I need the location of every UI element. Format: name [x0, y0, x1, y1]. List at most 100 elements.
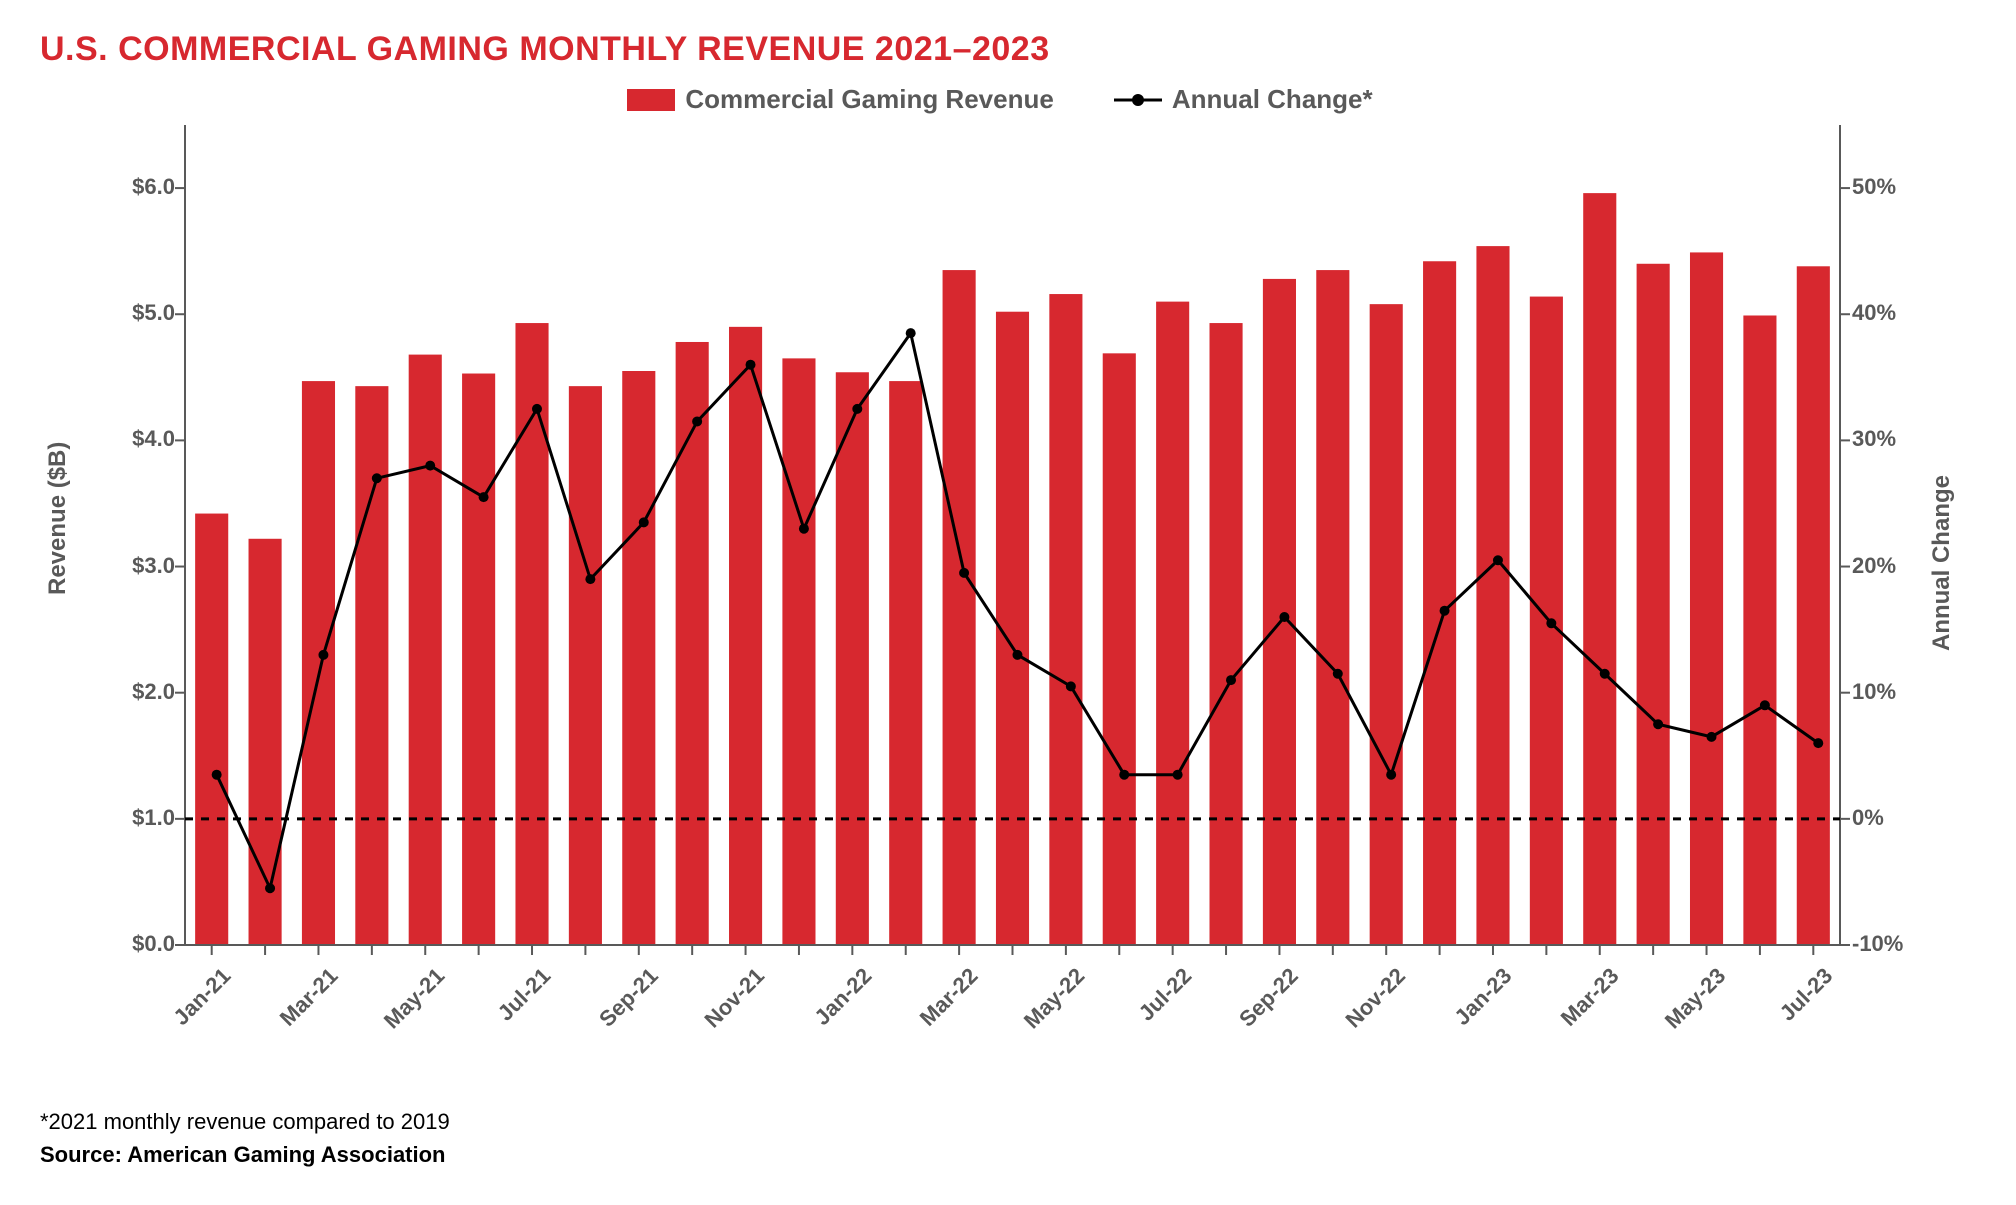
footnote-text: *2021 monthly revenue compared to 2019	[40, 1105, 1960, 1138]
bar	[1476, 246, 1509, 945]
source-line: Source: American Gaming Association	[40, 1138, 1960, 1171]
line-marker	[212, 770, 222, 780]
line-marker	[1386, 770, 1396, 780]
bar	[889, 381, 922, 945]
bar	[1690, 252, 1723, 945]
bar	[1210, 323, 1243, 945]
line-marker	[425, 461, 435, 471]
line-marker	[1600, 669, 1610, 679]
line-marker	[906, 328, 916, 338]
y-left-tick-label: $3.0	[132, 553, 175, 579]
line-marker	[799, 524, 809, 534]
line-marker	[1173, 770, 1183, 780]
source-label: Source:	[40, 1142, 127, 1167]
line-marker	[959, 568, 969, 578]
chart-container: U.S. COMMERCIAL GAMING MONTHLY REVENUE 2…	[40, 30, 1960, 1171]
y-right-axis-label: Annual Change	[1928, 475, 1956, 651]
line-marker	[318, 650, 328, 660]
x-tick-label: Jul-23	[1774, 963, 1837, 1026]
y-left-tick-label: $2.0	[132, 679, 175, 705]
legend-bar-label: Commercial Gaming Revenue	[685, 84, 1053, 115]
line-swatch	[1114, 89, 1162, 111]
y-left-tick-label: $4.0	[132, 426, 175, 452]
x-axis-labels: Jan-21Mar-21May-21Jul-21Sep-21Nov-21Jan-…	[185, 945, 1840, 1095]
y-right-tick-label: 50%	[1852, 174, 1896, 200]
source-text: American Gaming Association	[127, 1142, 445, 1167]
y-left-tick-label: $6.0	[132, 174, 175, 200]
bar	[836, 372, 869, 945]
x-tick-label: May-22	[1019, 963, 1090, 1034]
y-right-tick-label: 30%	[1852, 426, 1896, 452]
y-left-axis-label: Revenue ($B)	[44, 442, 72, 595]
plot-svg	[185, 125, 1840, 945]
bar	[1797, 266, 1830, 945]
line-marker	[852, 404, 862, 414]
line-marker	[1012, 650, 1022, 660]
footnotes: *2021 monthly revenue compared to 2019 S…	[40, 1105, 1960, 1171]
line-marker	[1707, 732, 1717, 742]
bar	[622, 371, 655, 945]
legend: Commercial Gaming Revenue Annual Change*	[40, 84, 1960, 115]
y-right-tick-label: 20%	[1852, 553, 1896, 579]
y-right-tick-label: 40%	[1852, 300, 1896, 326]
line-marker	[1279, 612, 1289, 622]
line-marker	[1333, 669, 1343, 679]
x-tick-label: Sep-22	[1234, 963, 1303, 1032]
legend-line-label: Annual Change*	[1172, 84, 1373, 115]
bar	[1370, 304, 1403, 945]
line-marker	[265, 883, 275, 893]
line-marker	[1226, 675, 1236, 685]
x-tick-label: Nov-22	[1340, 963, 1410, 1033]
line-marker	[372, 473, 382, 483]
line-marker	[585, 574, 595, 584]
plot-wrap: Revenue ($B) Annual Change $0.0$1.0$2.0$…	[40, 125, 1960, 945]
line-marker	[746, 360, 756, 370]
bar	[1583, 193, 1616, 945]
line-marker	[1440, 606, 1450, 616]
line-marker	[1546, 618, 1556, 628]
chart-title: U.S. COMMERCIAL GAMING MONTHLY REVENUE 2…	[40, 30, 1960, 69]
plot-area	[185, 125, 1840, 945]
line-marker	[1119, 770, 1129, 780]
bar	[1637, 264, 1670, 945]
bar	[569, 386, 602, 945]
x-tick-label: Sep-21	[594, 963, 663, 1032]
bar	[302, 381, 335, 945]
y-right-tick-label: -10%	[1852, 931, 1903, 957]
bar	[1103, 353, 1136, 945]
y-right-tick-label: 0%	[1852, 805, 1884, 831]
y-right-tick-label: 10%	[1852, 679, 1896, 705]
bar	[1530, 297, 1563, 945]
bar	[729, 327, 762, 945]
legend-item-line: Annual Change*	[1114, 84, 1373, 115]
x-tick-label: May-23	[1660, 963, 1731, 1034]
line-marker	[1066, 681, 1076, 691]
x-tick-label: Jul-22	[1134, 963, 1197, 1026]
bar	[195, 514, 228, 945]
x-tick-label: Jul-21	[493, 963, 556, 1026]
x-tick-label: Jan-22	[809, 963, 877, 1031]
line-marker	[692, 416, 702, 426]
line-marker	[479, 492, 489, 502]
x-tick-label: Jan-23	[1450, 963, 1518, 1031]
y-left-tick-label: $5.0	[132, 300, 175, 326]
bar	[943, 270, 976, 945]
bar	[409, 355, 442, 945]
bar	[1049, 294, 1082, 945]
bar	[249, 539, 282, 945]
bar	[1156, 302, 1189, 945]
x-tick-label: Mar-21	[274, 963, 343, 1032]
line-marker	[1493, 555, 1503, 565]
bar	[1316, 270, 1349, 945]
y-left-tick-label: $0.0	[132, 931, 175, 957]
legend-item-bar: Commercial Gaming Revenue	[627, 84, 1053, 115]
x-tick-label: Mar-22	[915, 963, 984, 1032]
x-tick-label: Jan-21	[168, 963, 236, 1031]
line-marker	[1760, 700, 1770, 710]
bar	[1743, 315, 1776, 945]
bar	[355, 386, 388, 945]
x-tick-label: May-21	[379, 963, 450, 1034]
x-tick-label: Mar-23	[1556, 963, 1625, 1032]
line-marker	[1813, 738, 1823, 748]
line-marker	[1653, 719, 1663, 729]
